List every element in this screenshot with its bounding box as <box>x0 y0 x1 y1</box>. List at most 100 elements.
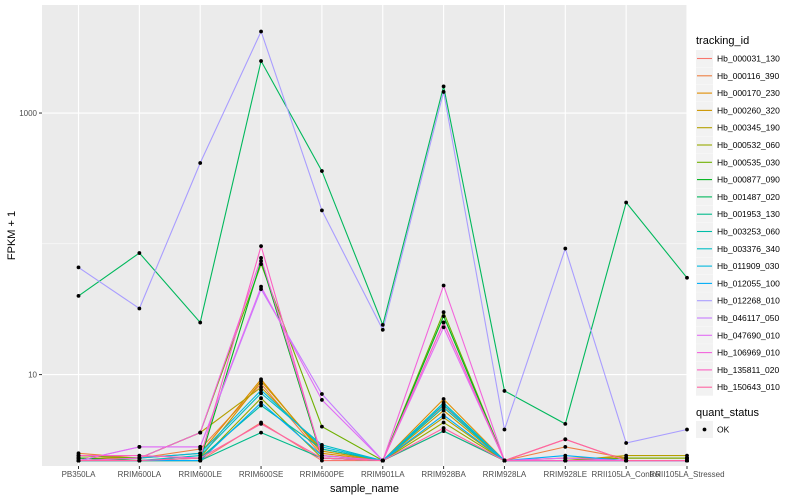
data-point <box>259 391 263 396</box>
data-point <box>259 400 263 405</box>
data-point <box>259 259 263 263</box>
data-point <box>259 388 263 393</box>
legend-label: Hb_046117_050 <box>717 313 780 323</box>
legend-label: Hb_000535_030 <box>717 157 780 167</box>
data-point <box>441 426 446 430</box>
x-tick-label: RRIM600PE <box>300 470 344 479</box>
legend-title: tracking_id <box>696 35 749 47</box>
data-point <box>198 161 203 165</box>
legend-label: Hb_003253_060 <box>717 227 780 237</box>
data-point <box>137 453 142 458</box>
data-point <box>198 430 203 435</box>
data-point <box>137 251 142 255</box>
data-point <box>76 265 81 270</box>
data-point <box>441 320 446 325</box>
data-point <box>259 262 263 266</box>
data-point <box>259 59 263 63</box>
x-tick-label: RRIM928LE <box>544 470 588 479</box>
plot-panel <box>42 5 687 466</box>
data-point <box>320 398 324 402</box>
data-point <box>441 420 446 425</box>
data-point <box>198 444 203 449</box>
data-point <box>380 327 385 332</box>
legend-label: Hb_047690_010 <box>717 330 780 340</box>
data-point <box>259 381 263 386</box>
data-point <box>502 458 507 463</box>
legend-label: Hb_000877_090 <box>717 175 780 185</box>
data-point <box>320 169 324 173</box>
data-point <box>563 444 568 449</box>
data-point <box>259 284 263 289</box>
data-point <box>685 458 689 463</box>
x-tick-label: RRIM928LA <box>483 470 527 479</box>
data-point <box>563 458 568 463</box>
legend-label: Hb_001487_020 <box>717 192 780 202</box>
legend-label: Hb_012268_010 <box>717 296 780 306</box>
legend-label: Hb_001953_130 <box>717 209 780 219</box>
axes: 10 1000 PB350LA RRIM600LA RRIM600LE RRIM600SE… <box>19 109 724 479</box>
data-point <box>259 256 263 260</box>
data-point <box>198 456 203 460</box>
data-point <box>259 29 263 34</box>
legend-tracking-id: tracking_id Hb_000031_130 Hb_000116_390 Hb… <box>696 35 780 396</box>
data-point <box>441 310 446 315</box>
data-point <box>76 453 81 458</box>
y-tick-label: 10 <box>28 371 37 380</box>
grid <box>42 5 688 466</box>
data-point <box>563 421 568 426</box>
x-tick-label: RRIM600SE <box>239 470 283 479</box>
legend-label: Hb_003376_340 <box>717 244 780 254</box>
data-point <box>502 427 507 432</box>
data-point <box>563 246 568 251</box>
legend-label: Hb_000116_390 <box>717 71 780 81</box>
data-point <box>441 429 446 433</box>
data-point <box>259 385 263 390</box>
data-point <box>563 437 568 442</box>
x-tick-label: PB350LA <box>62 470 96 479</box>
data-point <box>441 405 446 410</box>
data-point <box>259 396 263 401</box>
data-points <box>76 29 689 463</box>
data-point <box>624 458 629 463</box>
data-point <box>198 451 203 456</box>
data-point <box>198 320 203 325</box>
legend2-title: quant_status <box>696 407 759 419</box>
data-point <box>441 84 446 89</box>
data-point <box>441 397 446 401</box>
data-point <box>685 275 689 280</box>
data-point <box>76 293 81 298</box>
legend-label: Hb_000260_320 <box>717 105 780 115</box>
legend-label: Hb_011909_030 <box>717 261 780 271</box>
data-point <box>441 325 446 330</box>
data-point <box>624 441 629 445</box>
legend-label: Hb_012055_100 <box>717 278 780 288</box>
data-point <box>441 90 446 94</box>
x-tick-label: RRII105LA_Stressed <box>649 470 724 479</box>
legend-label: Hb_135811_020 <box>717 365 780 375</box>
data-point <box>137 458 142 463</box>
data-point <box>259 244 263 249</box>
legend-label: Hb_000170_230 <box>717 88 780 98</box>
data-point <box>685 427 689 432</box>
y-axis-title: FPKM + 1 <box>6 211 18 260</box>
x-tick-label: RRIM928BA <box>421 470 466 479</box>
legend-label: Hb_000031_130 <box>717 54 780 64</box>
data-point <box>441 408 446 413</box>
y-tick-label: 1000 <box>19 109 37 118</box>
legend-label: Hb_106969_010 <box>717 348 780 358</box>
data-point <box>320 392 324 396</box>
data-point <box>320 444 324 449</box>
x-axis-title: sample_name <box>330 483 399 495</box>
data-point <box>259 403 263 408</box>
data-point <box>259 430 263 435</box>
data-point <box>441 314 446 319</box>
data-point <box>380 322 385 327</box>
data-point <box>441 413 446 418</box>
data-point <box>76 458 81 463</box>
legend2-label: OK <box>717 425 730 435</box>
data-point <box>320 208 324 213</box>
legend2-key-point <box>702 427 707 432</box>
legend-quant-status: quant_status OK <box>696 407 759 438</box>
data-point <box>502 389 507 393</box>
